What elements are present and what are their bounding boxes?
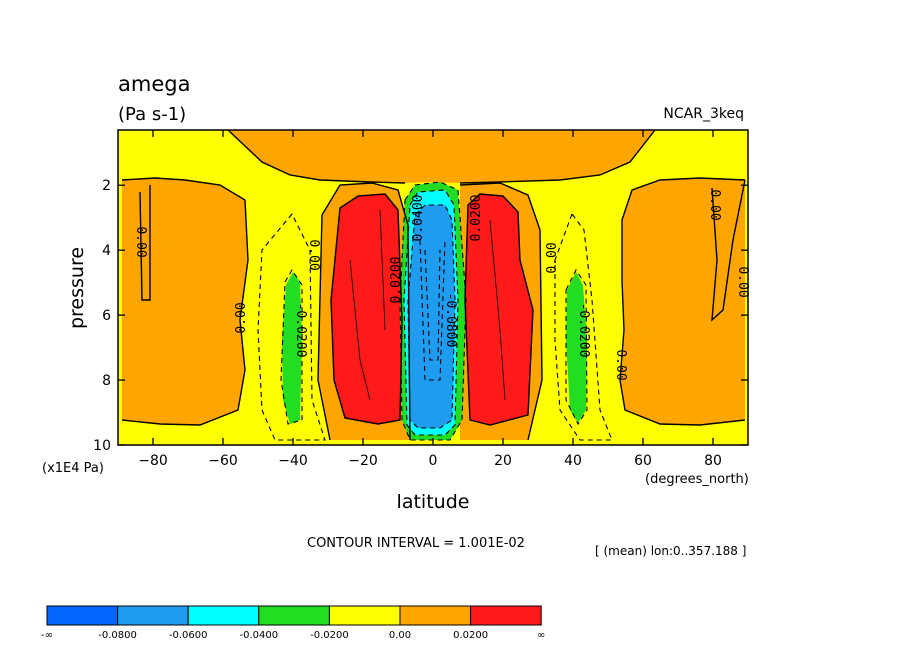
chart-title: amega xyxy=(118,72,190,96)
solid-contours xyxy=(121,129,746,441)
contour-label: -0.0200 xyxy=(293,303,308,358)
colorbar-label: -∞ xyxy=(41,630,53,641)
x-tick-label: 20 xyxy=(494,453,512,469)
colorbar-label: 0.0200 xyxy=(453,630,488,641)
y-tick-label: 6 xyxy=(102,308,111,324)
x-tick-label: 60 xyxy=(634,453,652,469)
red-left-cell xyxy=(331,194,402,424)
y-tick-label: 10 xyxy=(93,438,111,454)
colorbar-label: ∞ xyxy=(537,630,545,641)
contour-label: 0.00 xyxy=(306,239,321,270)
green-right-cell xyxy=(566,272,587,423)
colorbar-swatch xyxy=(46,605,119,626)
x-tick-label: 80 xyxy=(704,453,722,469)
contour-labels: 0.00 0.00 0.00 -0.0200 0.0200 0.0400 -0.… xyxy=(133,189,750,380)
contour-label: -0.0800 xyxy=(443,293,458,348)
chart-units: (Pa s-1) xyxy=(118,104,186,125)
y-tick-label: 8 xyxy=(102,373,111,389)
contour-label: -0.0200 xyxy=(576,303,591,358)
y-units-label: (x1E4 Pa) xyxy=(42,461,104,476)
contour-label: 0.00 xyxy=(133,226,148,257)
contour-label: 0.0200 xyxy=(389,257,404,304)
dataset-label: NCAR_3keq xyxy=(663,106,744,122)
x-tick-label: −80 xyxy=(138,453,168,469)
plot-area: 0.00 0.00 0.00 -0.0200 0.0200 0.0400 -0.… xyxy=(117,129,750,446)
colorbar-label: -0.0800 xyxy=(98,630,137,641)
blue-equatorial-core xyxy=(408,205,455,428)
colorbar-swatch xyxy=(187,605,260,626)
x-axis: −80 −60 −40 −20 0 20 40 60 80 xyxy=(138,130,722,469)
colorbar: -∞ -0.0800 -0.0600 -0.0400 -0.0200 0.00 0.0200… xyxy=(41,605,545,641)
x-tick-label: 40 xyxy=(564,453,582,469)
colorbar-swatch xyxy=(258,605,330,626)
contour-interval-text: CONTOUR INTERVAL = 1.001E-02 xyxy=(307,536,525,551)
colorbar-label: -0.0200 xyxy=(310,630,349,641)
x-tick-label: 0 xyxy=(429,453,438,469)
colorbar-label: -0.0400 xyxy=(239,630,278,641)
x-tick-label: −40 xyxy=(278,453,308,469)
colorbar-label: 0.00 xyxy=(389,630,411,641)
x-axis-title: latitude xyxy=(397,491,470,513)
contour-label: 0.00 xyxy=(234,302,249,333)
contour-label: 0.00 xyxy=(613,349,628,380)
y-tick-label: 4 xyxy=(102,243,111,259)
colorbar-swatch xyxy=(399,605,472,626)
y-tick-label: 2 xyxy=(102,178,111,194)
contour-label: 0.00 xyxy=(707,189,722,220)
colorbar-swatch xyxy=(470,605,542,626)
x-tick-label: −20 xyxy=(348,453,378,469)
contour-label: 0.0200 xyxy=(469,195,484,242)
colorbar-swatch xyxy=(328,605,401,626)
contour-label: 0.0400 xyxy=(411,195,426,242)
green-left-cell xyxy=(282,272,302,424)
colorbar-label: -0.0600 xyxy=(169,630,208,641)
x-tick-label: −60 xyxy=(208,453,238,469)
red-right-cell xyxy=(465,194,533,425)
y-axis-title: pressure xyxy=(66,247,88,329)
contour-label: 0.00 xyxy=(545,242,560,273)
orange-upper-band xyxy=(228,130,655,183)
orange-right-lobe xyxy=(620,178,745,425)
mean-info-text: [ (mean) lon:0..357.188 ] xyxy=(595,544,746,558)
colorbar-swatch xyxy=(117,605,189,626)
dashed-contours xyxy=(257,181,613,441)
contour-label: 0.00 xyxy=(735,266,750,297)
x-units-label: (degrees_north) xyxy=(645,472,749,487)
y-axis: 2 4 6 8 10 xyxy=(93,178,748,454)
orange-left-lobe xyxy=(122,178,248,425)
